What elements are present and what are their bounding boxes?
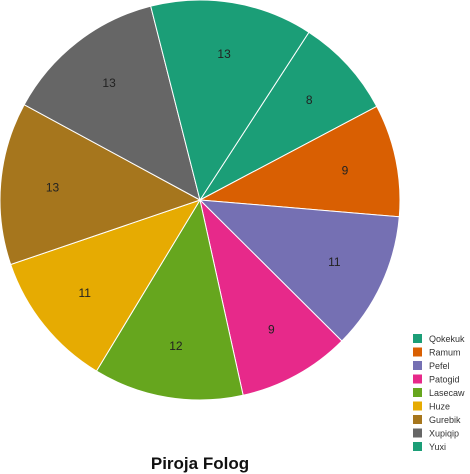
slice-labels: 8 9 11 9 12 11 13 13 13 [46,47,349,353]
slice-value-label-gurebik: 13 [46,181,60,195]
pie-slice-huze [10,199,202,372]
slice-value-label-qokekuk: 8 [306,93,313,107]
legend-label-gurebik: Gurebik [429,415,461,425]
legend-label-qokekuk: Qokekuk [429,334,465,344]
pie-slice-xupiqip [23,5,201,201]
slice-value-label-yuxi: 13 [217,47,231,61]
legend-swatch-gurebik [413,415,422,424]
legend-swatch-qokekuk [413,334,422,343]
slice-value-label-lasecaw: 12 [169,339,183,353]
slice-value-label-ramum: 9 [342,163,349,177]
pie-slices [0,0,401,401]
legend-swatch-lasecaw [413,388,422,397]
legend-label-patogid: Patogid [429,375,460,385]
legend: Qokekuk Ramum Pefel Patogid Lasecaw Huze Gureb… [413,334,465,452]
legend-label-huze: Huze [429,402,450,412]
legend-label-ramum: Ramum [429,348,461,358]
legend-swatch-pefel [413,361,422,370]
slice-value-label-huze: 11 [78,286,91,300]
slice-value-label-patogid: 9 [268,323,275,337]
slice-value-label-xupiqip: 13 [102,76,116,90]
legend-label-pefel: Pefel [429,361,450,371]
legend-swatch-ramum [413,347,422,357]
legend-label-xupiqip: Xupiqip [429,429,459,439]
legend-swatch-yuxi [413,442,422,451]
chart-title: Piroja Folog [151,454,249,473]
legend-label-lasecaw: Lasecaw [429,388,465,398]
legend-swatch-patogid [413,374,422,384]
pie-slice-ramum [198,105,401,218]
slice-value-label-pefel: 11 [328,255,341,269]
legend-label-yuxi: Yuxi [429,442,446,452]
legend-swatch-huze [413,401,422,411]
pie-slice-patogid [199,198,343,396]
pie-slice-yuxi [150,0,310,202]
legend-swatch-xupiqip [413,428,422,438]
pie-slice-lasecaw [95,198,244,401]
pie-slice-qokekuk [198,31,378,202]
pie-slice-pefel [198,199,400,342]
pie-slice-gurebik [0,104,202,266]
